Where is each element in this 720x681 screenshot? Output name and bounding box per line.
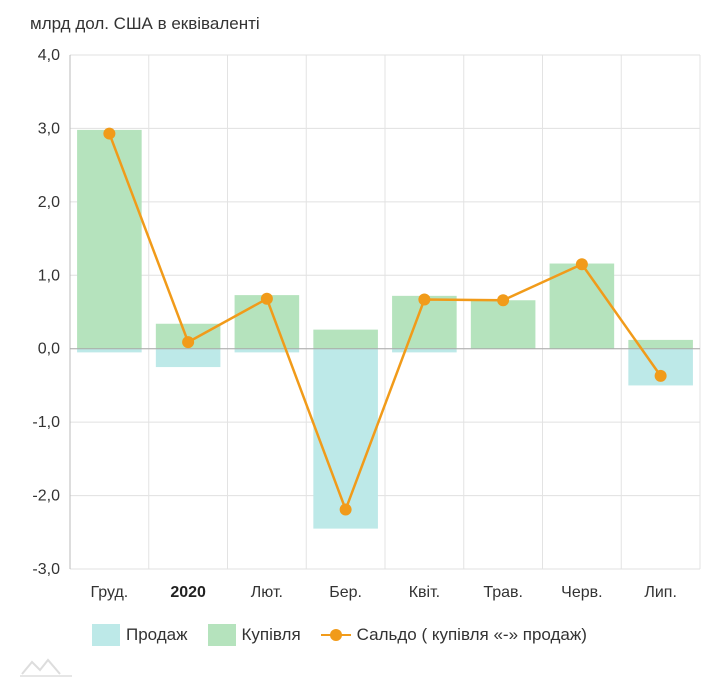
y-tick-label-7: -3,0 [32, 561, 60, 578]
bar-purchases-3 [313, 329, 378, 349]
balance-point-6 [575, 258, 588, 271]
bar-purchases-0 [77, 129, 142, 349]
balance-point-5 [497, 294, 510, 307]
x-tick-label-3: Бер. [329, 584, 362, 601]
bar-sales-3 [313, 348, 378, 529]
legend: Продаж Купівля Сальдо ( купівля «-» прод… [92, 624, 607, 646]
y-tick-label-1: 3,0 [38, 120, 60, 137]
legend-swatch-balance [320, 628, 351, 642]
balance-point-2 [260, 292, 273, 305]
bar-sales-2 [234, 348, 300, 353]
axis-layer [69, 55, 700, 569]
balance-point-0 [103, 127, 116, 140]
y-tick-label-4: 0,0 [38, 341, 60, 358]
bar-purchases-7 [628, 339, 693, 349]
balance-point-7 [654, 369, 667, 382]
legend-label-sales: Продаж [126, 625, 188, 644]
legend-item-purchases[interactable]: Купівля [207, 624, 301, 646]
legend-label-purchases: Купівля [241, 625, 301, 644]
bar-purchases-5 [470, 300, 536, 349]
logo-icon [20, 658, 72, 677]
chart-area: 4,0 3,0 2,0 1,0 0,0 -1,0 -2,0 -3,0 Груд. 2020 Лют.… [32, 47, 701, 601]
legend-swatch-sales [92, 624, 120, 646]
legend-label-balance: Сальдо ( купівля «-» продаж) [356, 625, 587, 644]
x-tick-label-0: Груд. [91, 584, 129, 601]
balance-point-3 [339, 503, 352, 516]
legend-item-sales[interactable]: Продаж [92, 624, 188, 646]
y-tick-label-0: 4,0 [38, 47, 60, 64]
x-tick-label-4: Квіт. [409, 584, 440, 601]
bar-sales-4 [392, 348, 457, 353]
balance-point-1 [182, 336, 195, 349]
x-tick-label-5: Трав. [483, 584, 523, 601]
balance-line [108, 133, 662, 511]
x-tick-label-2: Лют. [251, 584, 283, 601]
y-tick-label-6: -2,0 [32, 488, 60, 505]
y-tick-label-2: 2,0 [38, 194, 60, 211]
bar-purchases-6 [549, 263, 615, 349]
x-tick-label-7: Лип. [644, 584, 677, 601]
bar-sales-1 [155, 348, 221, 368]
x-tick-label-6: Черв. [561, 584, 602, 601]
line-layer [103, 127, 667, 516]
y-tick-label-5: -1,0 [32, 414, 60, 431]
y-tick-label-3: 1,0 [38, 267, 60, 284]
legend-item-balance[interactable]: Сальдо ( купівля «-» продаж) [320, 625, 587, 645]
label-layer: 4,0 3,0 2,0 1,0 0,0 -1,0 -2,0 -3,0 Груд. 2020 Лют.… [32, 47, 676, 601]
bar-sales-0 [77, 348, 142, 353]
legend-swatch-purchases [207, 624, 236, 646]
balance-point-4 [418, 293, 431, 306]
bar-layer [77, 129, 693, 529]
x-tick-label-1: 2020 [170, 584, 206, 601]
y-axis-unit-label: млрд дол. США в еквіваленті [30, 14, 260, 33]
